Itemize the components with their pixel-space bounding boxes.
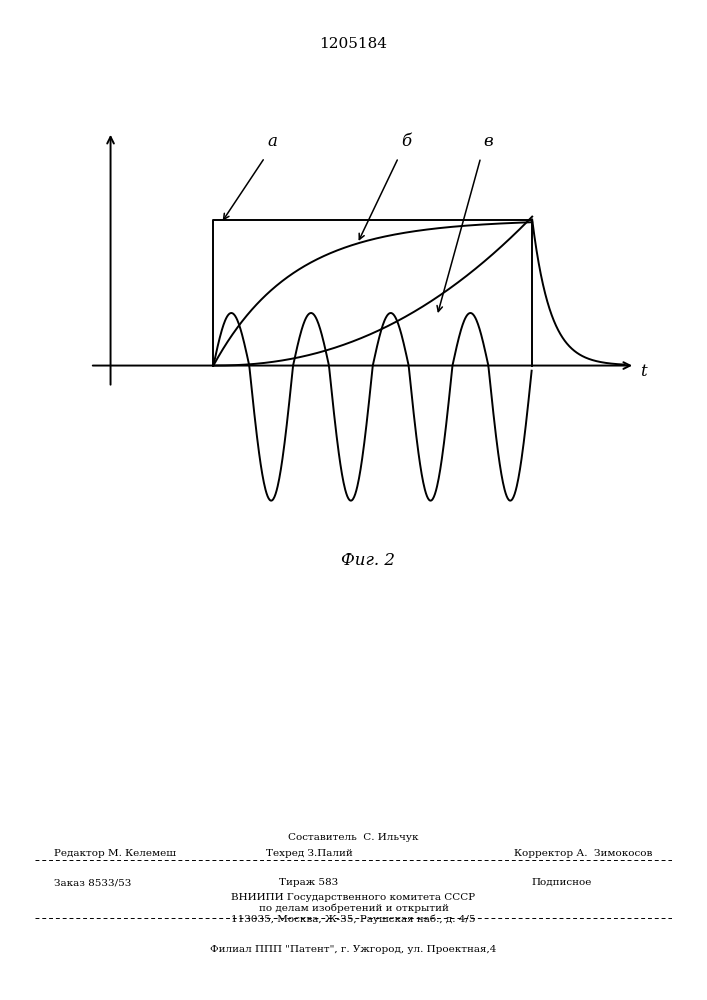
- Text: Корректор А.  Зимокосов: Корректор А. Зимокосов: [514, 849, 653, 858]
- Text: Филиал ППП "Патент", г. Ужгород, ул. Проектная,4: Филиал ППП "Патент", г. Ужгород, ул. Про…: [210, 945, 497, 954]
- Text: б: б: [401, 133, 411, 150]
- Text: а: а: [267, 133, 277, 150]
- Text: по делам изобретений и открытий: по делам изобретений и открытий: [259, 903, 448, 913]
- Text: Заказ 8533/53: Заказ 8533/53: [54, 878, 132, 887]
- Text: 113035, Москва, Ж-35, Раушская наб., д. 4/5: 113035, Москва, Ж-35, Раушская наб., д. …: [231, 915, 476, 924]
- Text: ВНИИПИ Государственного комитета СССР: ВНИИПИ Государственного комитета СССР: [231, 892, 476, 902]
- Text: Редактор М. Келемеш: Редактор М. Келемеш: [54, 849, 177, 858]
- Text: t: t: [640, 363, 647, 380]
- Text: в: в: [484, 133, 493, 150]
- Text: Тираж 583: Тираж 583: [279, 878, 339, 887]
- Text: Техред З.Палий: Техред З.Палий: [266, 849, 352, 858]
- Text: Составитель  С. Ильчук: Составитель С. Ильчук: [288, 833, 419, 842]
- Text: Фиг. 2: Фиг. 2: [341, 552, 395, 569]
- Text: Подписное: Подписное: [532, 878, 592, 887]
- Text: 1205184: 1205184: [320, 37, 387, 51]
